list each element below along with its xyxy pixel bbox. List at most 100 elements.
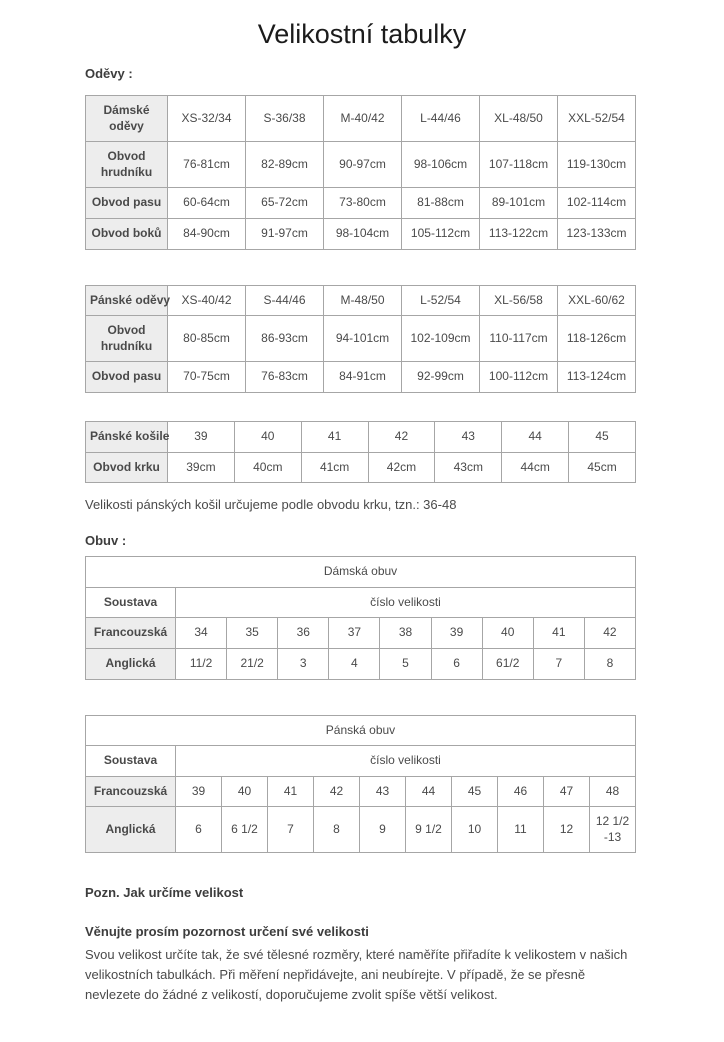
row-label-cell: Francouzská bbox=[85, 775, 176, 808]
value-cell: XS-32/34 bbox=[167, 94, 246, 143]
value-cell: 40 bbox=[221, 775, 268, 808]
value-cell: 81-88cm bbox=[401, 187, 480, 219]
value-cell: 7 bbox=[267, 806, 314, 854]
value-cell: 102-109cm bbox=[401, 315, 480, 363]
value-cell: 3 bbox=[277, 647, 330, 680]
table-row: Obvod hrudníku 80-85cm 86-93cm 94-101cm 102-… bbox=[85, 315, 636, 363]
value-cell: 7 bbox=[532, 647, 585, 680]
value-cell: 82-89cm bbox=[245, 141, 324, 189]
table-row: Pánská obuv bbox=[85, 714, 636, 747]
value-cell: 76-83cm bbox=[245, 361, 324, 393]
row-label-cell: Pánské oděvy bbox=[85, 284, 170, 317]
table-row: Soustava číslo velikosti bbox=[85, 745, 636, 777]
value-cell: 41 bbox=[532, 617, 585, 649]
value-cell: 42 bbox=[367, 420, 436, 453]
table-row: Francouzská 34 35 36 37 38 39 40 41 42 bbox=[85, 617, 637, 649]
row-label-cell: Soustava bbox=[85, 745, 176, 777]
value-cell: 45cm bbox=[568, 451, 636, 484]
value-cell: XXL-52/54 bbox=[557, 94, 636, 143]
value-cell: 47 bbox=[543, 775, 590, 808]
table-row: Pánské oděvy XS-40/42 S-44/46 M-48/50 L-52/5… bbox=[85, 284, 636, 317]
womens-clothing-table: Dámské oděvy XS-32/34 S-36/38 M-40/42 L-44/4… bbox=[85, 94, 636, 250]
value-cell: 6 bbox=[175, 806, 222, 854]
row-label-cell: Dámské oděvy bbox=[85, 94, 168, 143]
table-row: Obvod krku 39cm 40cm 41cm 42cm 43cm 44cm 45cm bbox=[85, 451, 636, 484]
footer-note-subheading: Věnujte prosím pozornost určení své veli… bbox=[85, 924, 369, 940]
mens-clothing-table: Pánské oděvy XS-40/42 S-44/46 M-48/50 L-52/5… bbox=[85, 284, 636, 393]
value-cell: 21/2 bbox=[226, 647, 279, 680]
value-cell: 5 bbox=[379, 647, 432, 680]
value-cell: 73-80cm bbox=[323, 187, 402, 219]
value-cell: 70-75cm bbox=[167, 361, 246, 393]
mens-clothing: Pánské oděvy XS-40/42 S-44/46 M-48/50 L-52/5… bbox=[85, 284, 636, 393]
page-title: Velikostní tabulky bbox=[257, 19, 467, 49]
value-cell: 91-97cm bbox=[245, 217, 324, 250]
value-cell: 6 1/2 bbox=[221, 806, 268, 854]
value-cell: 40 bbox=[233, 420, 302, 453]
value-cell: 98-104cm bbox=[323, 217, 402, 250]
value-cell: 4 bbox=[328, 647, 381, 680]
value-cell: 34 bbox=[174, 617, 228, 649]
value-cell: 41 bbox=[300, 420, 369, 453]
table-row: Soustava číslo velikosti bbox=[85, 586, 636, 619]
value-cell: 44 bbox=[501, 420, 570, 453]
value-cell: 6 bbox=[430, 647, 483, 680]
mens-shoes-table: Pánská obuv Soustava číslo velikosti Franco… bbox=[85, 714, 636, 854]
mens-shoes: Pánská obuv Soustava číslo velikosti Franco… bbox=[85, 714, 636, 854]
value-cell: 46 bbox=[497, 775, 544, 808]
table-row: Anglická 6 6 1/2 7 8 9 9 1/2 10 11 12 12 1/2 -13 bbox=[85, 806, 636, 854]
row-label-cell: Soustava bbox=[85, 586, 176, 619]
value-cell: 60-64cm bbox=[167, 187, 246, 219]
value-cell: 84-90cm bbox=[167, 217, 246, 250]
value-cell: 9 1/2 bbox=[405, 806, 452, 854]
value-cell: 119-130cm bbox=[557, 141, 636, 189]
shirt-size-note: Velikosti pánských košil určujeme podle … bbox=[85, 497, 457, 513]
section-heading-shoes: Obuv : bbox=[85, 533, 127, 549]
value-cell: 39 bbox=[430, 617, 483, 649]
value-cell: 61/2 bbox=[481, 647, 534, 680]
value-cell: 39 bbox=[175, 775, 222, 808]
value-cell: 42 bbox=[583, 617, 637, 649]
row-label-cell: Obvod pasu bbox=[85, 361, 168, 393]
table-row: Obvod boků 84-90cm 91-97cm 98-104cm 105-112c… bbox=[85, 217, 636, 250]
value-cell: Dámská obuv bbox=[85, 556, 636, 588]
value-cell: 41cm bbox=[300, 451, 369, 484]
value-cell: 40cm bbox=[233, 451, 302, 484]
table-row: Obvod pasu 70-75cm 76-83cm 84-91cm 92-99cm 10… bbox=[85, 361, 636, 393]
value-cell: 44cm bbox=[501, 451, 570, 484]
value-cell: 44 bbox=[405, 775, 452, 808]
value-cell: 42cm bbox=[367, 451, 436, 484]
value-cell: 45 bbox=[568, 420, 636, 453]
value-cell: 90-97cm bbox=[323, 141, 402, 189]
content-area: Oděvy : Dámské oděvy XS-32/34 S-36/38 M-40/… bbox=[85, 66, 637, 1005]
value-cell: 43cm bbox=[434, 451, 503, 484]
value-cell: 42 bbox=[313, 775, 360, 808]
value-cell: 113-124cm bbox=[557, 361, 636, 393]
value-cell: 43 bbox=[359, 775, 406, 808]
value-cell: 98-106cm bbox=[401, 141, 480, 189]
value-cell: 45 bbox=[451, 775, 498, 808]
value-cell: 65-72cm bbox=[245, 187, 324, 219]
section-heading-clothing: Oděvy : bbox=[85, 66, 133, 81]
value-cell: 9 bbox=[359, 806, 406, 854]
value-cell: M-48/50 bbox=[323, 284, 402, 317]
value-cell: 38 bbox=[379, 617, 432, 649]
row-label-cell: Obvod boků bbox=[85, 217, 168, 250]
value-cell: 37 bbox=[328, 617, 381, 649]
value-cell: 40 bbox=[481, 617, 534, 649]
row-label-cell: Obvod hrudníku bbox=[85, 315, 168, 363]
value-cell: 86-93cm bbox=[245, 315, 324, 363]
value-cell: S-36/38 bbox=[245, 94, 324, 143]
footer-note-paragraph: Svou velikost určíte tak, že své tělesné… bbox=[85, 947, 628, 1003]
value-cell: L-44/46 bbox=[401, 94, 480, 143]
value-cell: Pánská obuv bbox=[85, 714, 636, 747]
row-label-cell: Obvod krku bbox=[85, 451, 168, 484]
value-cell: 107-118cm bbox=[479, 141, 558, 189]
row-label-cell: Obvod pasu bbox=[85, 187, 168, 219]
table-row: Obvod pasu 60-64cm 65-72cm 73-80cm 81-88cm 89… bbox=[85, 187, 636, 219]
table-row: Obvod hrudníku 76-81cm 82-89cm 90-97cm 98-10… bbox=[85, 141, 636, 189]
value-cell: 92-99cm bbox=[401, 361, 480, 393]
value-cell: S-44/46 bbox=[245, 284, 324, 317]
value-cell: 11/2 bbox=[174, 647, 228, 680]
mens-shirts-table: Pánské košile 39 40 41 42 43 44 45 Obvod krku 39c… bbox=[85, 420, 636, 484]
